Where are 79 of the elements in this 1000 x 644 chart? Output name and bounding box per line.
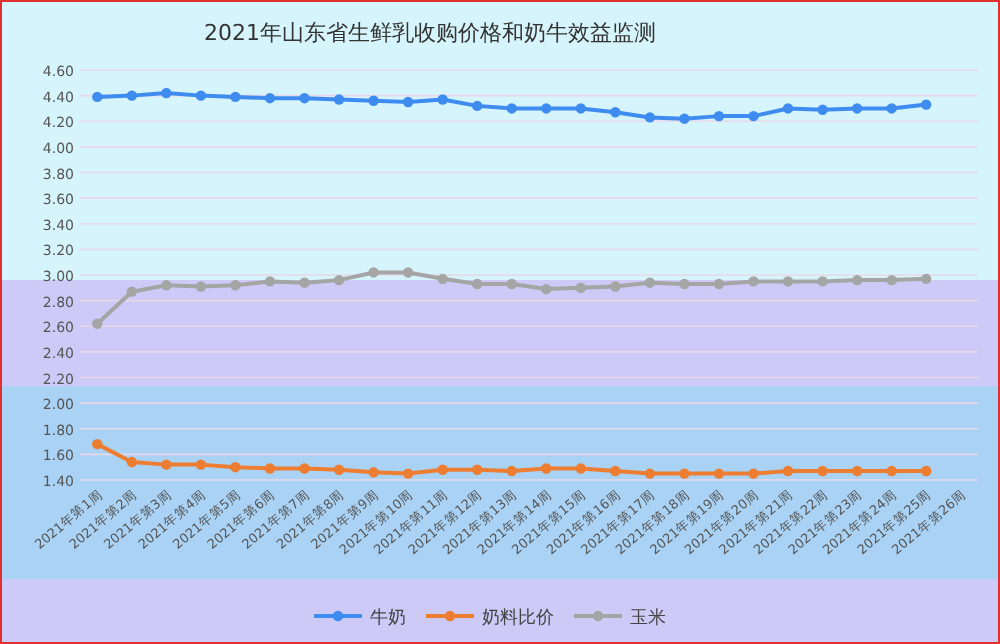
point: [299, 92, 310, 104]
point: [817, 104, 828, 115]
point: [920, 99, 932, 110]
point: [748, 468, 759, 479]
point: [713, 110, 725, 122]
point: [886, 465, 897, 477]
point: [851, 465, 863, 477]
point: [92, 91, 103, 103]
point: [610, 281, 621, 292]
point: [230, 461, 241, 473]
point: [230, 91, 241, 103]
point: [506, 465, 517, 477]
point: [368, 95, 379, 106]
point: [748, 110, 759, 122]
point: [333, 464, 345, 475]
point: [333, 274, 345, 286]
legend-label: 牛奶: [370, 607, 406, 629]
point: [264, 276, 276, 287]
point: [575, 282, 587, 294]
point: [644, 468, 656, 479]
chart-title: 2021年山东省生鲜乳收购价格和奶牛效益监测: [204, 20, 656, 46]
point: [299, 463, 310, 474]
point: [161, 280, 172, 291]
point: [264, 92, 276, 104]
point: [402, 96, 414, 108]
point: [782, 103, 794, 114]
point: [541, 463, 552, 474]
point: [195, 281, 207, 292]
point: [126, 90, 138, 101]
point: [230, 280, 241, 291]
point: [161, 87, 172, 99]
point: [817, 276, 828, 287]
point: [886, 103, 897, 114]
point: [644, 112, 656, 123]
point: [782, 465, 794, 477]
point: [299, 277, 310, 288]
point: [264, 463, 276, 474]
point: [402, 468, 414, 479]
point: [575, 463, 587, 474]
point: [126, 286, 138, 297]
point: [368, 267, 379, 278]
point: [713, 468, 725, 479]
legend-label: 奶料比价: [482, 607, 554, 629]
point: [471, 464, 483, 475]
point: [92, 318, 103, 329]
point: [679, 278, 690, 290]
point: [851, 103, 863, 114]
point: [506, 103, 517, 114]
point: [541, 283, 552, 295]
legend-label: 玉米: [630, 607, 666, 629]
point: [644, 277, 656, 288]
point: [92, 438, 103, 450]
point: [161, 459, 172, 470]
point: [437, 464, 448, 475]
point: [333, 94, 345, 105]
point: [920, 273, 932, 285]
point: [575, 103, 587, 114]
point: [610, 465, 621, 477]
point: [610, 107, 621, 118]
point: [713, 278, 725, 290]
point: [195, 90, 207, 101]
point: [368, 467, 379, 478]
point: [506, 278, 517, 290]
point: [782, 276, 794, 287]
point: [817, 465, 828, 477]
point: [748, 276, 759, 287]
point: [437, 94, 448, 105]
point: [679, 468, 690, 479]
point: [886, 274, 897, 286]
point: [679, 113, 690, 124]
point: [471, 100, 483, 112]
point: [851, 274, 863, 286]
point: [437, 273, 448, 285]
point: [195, 459, 207, 470]
point: [402, 267, 414, 278]
point: [920, 465, 932, 477]
point: [126, 456, 138, 468]
point: [541, 103, 552, 114]
point: [471, 278, 483, 290]
